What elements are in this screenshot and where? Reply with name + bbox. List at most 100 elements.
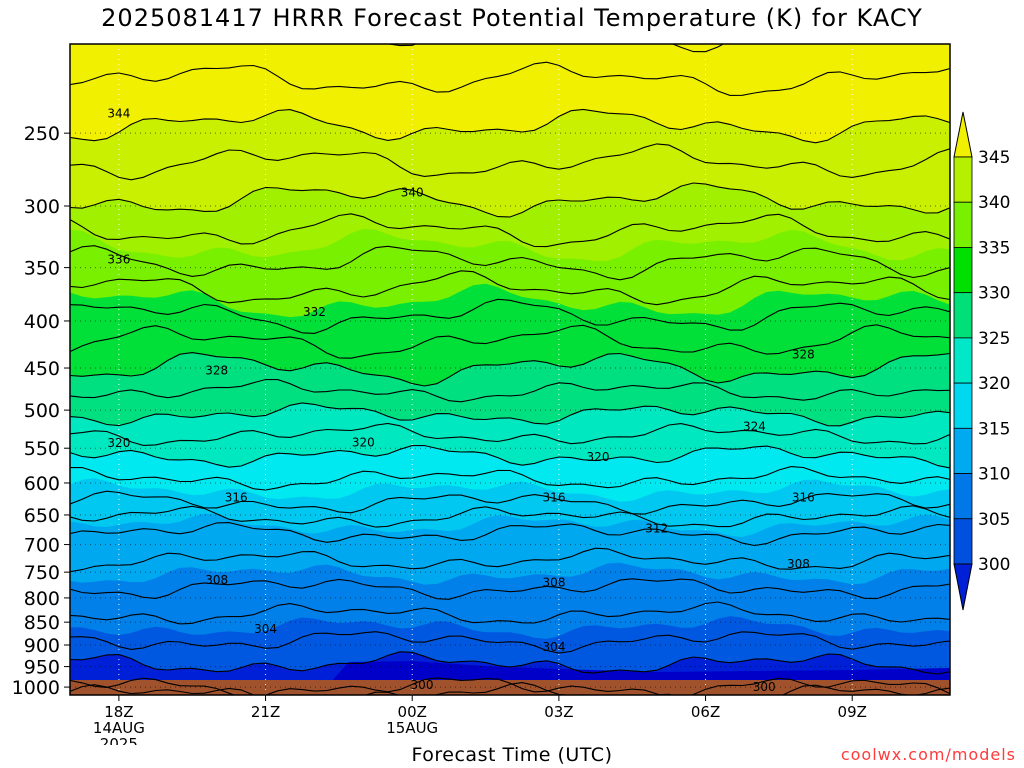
y-tick-label-1000: 1000 [12, 677, 60, 699]
contour-label-344: 344 [107, 107, 130, 121]
isentrope-344 [70, 108, 950, 144]
y-tick-label-250: 250 [24, 123, 60, 145]
contour-label-300: 300 [411, 678, 434, 692]
x-axis-label: Forecast Time (UTC) [411, 744, 613, 766]
y-tick-label-550: 550 [24, 438, 60, 460]
x-tick-label: 06Z [691, 703, 720, 721]
chart-title: 2025081417 HRRR Forecast Potential Tempe… [101, 4, 923, 32]
colorbar-label-345: 345 [978, 148, 1010, 168]
contour-label-304: 304 [543, 640, 566, 654]
isentrope-330 [70, 324, 950, 359]
colorbar-label-310: 310 [978, 465, 1010, 485]
contour-label-308: 308 [205, 573, 228, 587]
isentrope-298 [70, 682, 950, 695]
isentrope-312 [70, 522, 950, 547]
isentrope-342 [70, 143, 950, 181]
isentrope-336 [70, 245, 950, 281]
colorbar-label-330: 330 [978, 284, 1010, 304]
contour-label-324: 324 [743, 420, 766, 434]
colorbar-swatch [953, 156, 973, 203]
contour-label-316: 316 [225, 490, 248, 504]
isentrope-308 [70, 578, 950, 600]
colorbar-swatch [953, 382, 973, 429]
colorbar-extend-max [953, 111, 973, 158]
colorbar-extend-min [953, 563, 973, 611]
isentrope-334 [70, 270, 950, 306]
y-tick-label-800: 800 [24, 588, 60, 610]
contour-label-316: 316 [792, 490, 815, 504]
pressure-axis: 2503003504004505005506006507007508008509… [12, 123, 70, 699]
isentrope-324 [70, 402, 950, 427]
isentrope-346 [70, 61, 950, 96]
isentrope-340 [70, 182, 950, 218]
plot-frame [69, 43, 951, 696]
isentrope-332 [70, 298, 950, 334]
colorbar-label-325: 325 [978, 329, 1010, 349]
y-tick-label-500: 500 [24, 400, 60, 422]
y-tick-label-700: 700 [24, 535, 60, 557]
colorbar-swatch [953, 427, 973, 474]
y-tick-label-650: 650 [24, 505, 60, 527]
isentrope-316 [70, 490, 950, 515]
grid-lines [70, 44, 950, 695]
colorbar-swatch [953, 247, 973, 294]
contour-label-328: 328 [205, 364, 228, 378]
y-tick-label-950: 950 [24, 657, 60, 679]
contour-label-316: 316 [543, 490, 566, 504]
isentrope-326 [70, 378, 950, 403]
isentrope-300 [70, 677, 950, 695]
contour-label-328: 328 [792, 347, 815, 361]
isentrope-318 [70, 466, 950, 491]
x-tick-label: 2025 [100, 735, 138, 745]
colorbar-swatch [953, 518, 973, 565]
colorbar-label-300: 300 [978, 555, 1010, 575]
colorbar-label-340: 340 [978, 193, 1010, 213]
y-tick-label-350: 350 [24, 258, 60, 280]
x-tick-label: 21Z [251, 703, 280, 721]
x-tick-label: 14AUG [93, 719, 145, 737]
contour-label-308: 308 [787, 557, 810, 571]
colorbar-swatch [953, 201, 973, 248]
contour-label-320: 320 [352, 435, 375, 449]
contour-label-304: 304 [254, 622, 277, 636]
x-tick-label: 00Z [398, 703, 427, 721]
isentrope-304 [70, 631, 950, 654]
isentrope-322 [70, 422, 950, 446]
isentrope-338 [70, 213, 950, 248]
y-tick-label-400: 400 [24, 311, 60, 333]
contour-label-336: 336 [107, 253, 130, 267]
isentrope-302 [70, 651, 950, 675]
colorbar-swatch [953, 292, 973, 339]
isentrope-314 [70, 505, 950, 528]
isentrope-310 [70, 547, 950, 573]
x-tick-label: 09Z [838, 703, 867, 721]
y-tick-label-850: 850 [24, 612, 60, 634]
colorbar-label-335: 335 [978, 238, 1010, 258]
colorbar-label-320: 320 [978, 374, 1010, 394]
x-tick-label: 15AUG [386, 719, 438, 737]
potential-temperature-fill [70, 44, 950, 695]
isentrope-contours [70, 44, 950, 695]
contour-label-308: 308 [543, 576, 566, 590]
isentrope-328 [70, 352, 950, 387]
y-tick-label-750: 750 [24, 562, 60, 584]
colorbar-label-315: 315 [978, 419, 1010, 439]
colorbar-swatch [953, 473, 973, 520]
isentrope-320 [70, 444, 950, 469]
colorbar: 345 340 335 330 325 320 315 310 305 300 [953, 111, 1010, 611]
contour-label-300: 300 [753, 680, 776, 694]
y-tick-label-600: 600 [24, 473, 60, 495]
x-tick-label: 18Z [104, 703, 133, 721]
contour-label-332: 332 [303, 305, 326, 319]
contour-label-320: 320 [107, 436, 130, 450]
x-tick-label: 03Z [544, 703, 573, 721]
isentrope-306 [70, 601, 950, 625]
contour-label-340: 340 [401, 185, 424, 199]
y-tick-label-450: 450 [24, 358, 60, 380]
colorbar-swatch [953, 337, 973, 384]
contour-labels: 300 300 304 304 308 308 308 312 316 316 316 320 320 3… [107, 107, 815, 695]
colorbar-label-305: 305 [978, 510, 1010, 530]
contour-label-320: 320 [587, 450, 610, 464]
